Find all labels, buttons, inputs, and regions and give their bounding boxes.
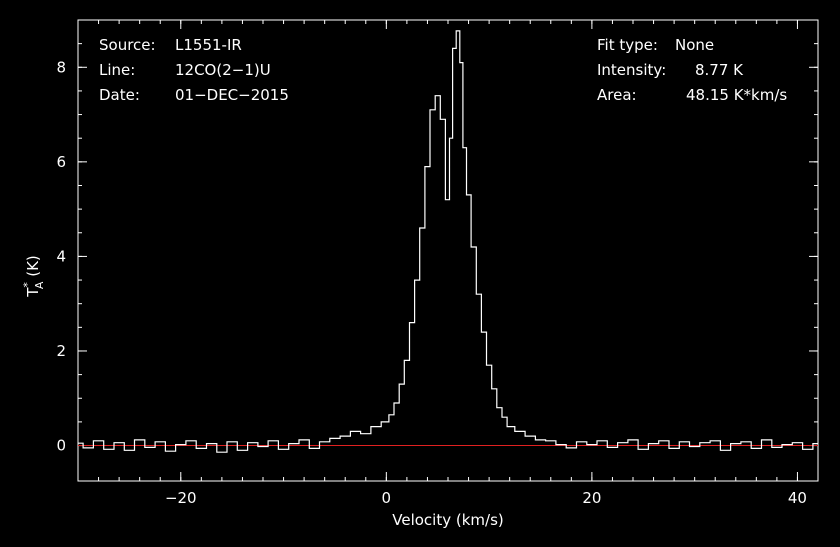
- y-axis-label-super: *: [21, 282, 34, 288]
- info-line-value: 12CO(2−1)U: [175, 61, 271, 79]
- info-area-value: 48.15 K*km/s: [686, 86, 787, 104]
- y-axis-label-unit: (K): [24, 255, 42, 281]
- y-tick-label: 8: [56, 58, 66, 76]
- info-date-label: Date:: [99, 86, 140, 104]
- info-intensity-label: Intensity:: [597, 61, 666, 79]
- info-date-value: 01−DEC−2015: [175, 86, 289, 104]
- x-axis-label: Velocity (km/s): [392, 511, 503, 529]
- x-tick-label: 0: [382, 489, 392, 507]
- y-tick-label: 2: [56, 342, 66, 360]
- x-tick-label: 40: [788, 489, 807, 507]
- info-intensity-value: 8.77 K: [695, 61, 744, 79]
- info-fit-label: Fit type:: [597, 36, 658, 54]
- y-axis-label-main: T: [24, 287, 42, 298]
- info-left: Source: L1551-IR Line: 12CO(2−1)U Date: …: [99, 36, 289, 104]
- info-source-value: L1551-IR: [175, 36, 242, 54]
- y-tick-label: 0: [56, 437, 66, 455]
- x-tick-label: −20: [165, 489, 197, 507]
- y-axis-label: T*A (K): [21, 255, 46, 298]
- x-tick-label: 20: [582, 489, 601, 507]
- y-tick-label: 4: [56, 247, 66, 265]
- y-tick-label: 6: [56, 153, 66, 171]
- info-fit-value: None: [675, 36, 714, 54]
- info-right: Fit type: None Intensity: 8.77 K Area: 4…: [597, 36, 787, 104]
- spectrum-line: [78, 30, 818, 453]
- info-source-label: Source:: [99, 36, 156, 54]
- info-line-label: Line:: [99, 61, 135, 79]
- svg-text:T*A (K): T*A (K): [21, 255, 46, 298]
- y-axis-label-sub: A: [33, 281, 46, 289]
- info-area-label: Area:: [597, 86, 637, 104]
